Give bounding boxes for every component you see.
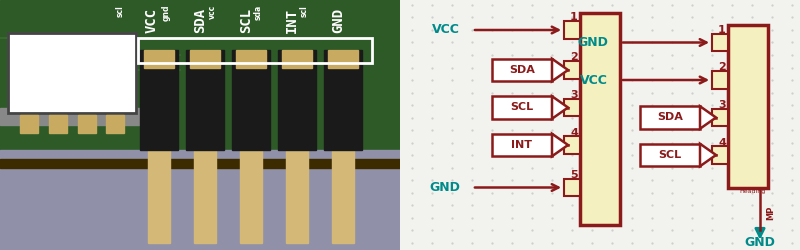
Bar xyxy=(640,144,700,166)
Text: MP: MP xyxy=(766,205,775,220)
Bar xyxy=(286,140,308,242)
Bar xyxy=(564,179,580,196)
Bar xyxy=(236,50,266,68)
Bar xyxy=(8,32,136,112)
Text: GND: GND xyxy=(577,36,608,49)
Bar xyxy=(712,71,728,89)
Bar xyxy=(186,50,224,150)
Bar xyxy=(564,136,580,154)
Text: SDA: SDA xyxy=(193,8,207,33)
Text: scl: scl xyxy=(299,5,309,17)
Bar xyxy=(0,159,400,168)
Text: Heading: Heading xyxy=(740,189,766,194)
Text: GND: GND xyxy=(429,181,460,194)
Bar xyxy=(492,59,552,81)
Bar xyxy=(332,140,354,242)
Bar xyxy=(194,140,216,242)
Text: 2: 2 xyxy=(570,52,578,62)
Text: SCL: SCL xyxy=(239,8,253,33)
Text: vcc: vcc xyxy=(207,5,217,19)
Text: VCC: VCC xyxy=(432,24,460,36)
Text: 3: 3 xyxy=(718,100,726,110)
Bar xyxy=(712,146,728,164)
Text: 3: 3 xyxy=(570,90,578,100)
Text: gnd: gnd xyxy=(162,5,170,21)
Bar xyxy=(78,115,96,132)
Bar xyxy=(282,50,312,68)
Text: scl: scl xyxy=(115,5,125,17)
Bar xyxy=(232,50,270,150)
Text: SCL: SCL xyxy=(658,150,682,160)
Bar xyxy=(728,25,768,188)
Text: GND: GND xyxy=(331,8,345,33)
Text: 1: 1 xyxy=(718,25,726,35)
Bar xyxy=(492,96,552,119)
Text: 4: 4 xyxy=(570,128,578,138)
Polygon shape xyxy=(552,96,568,119)
Bar xyxy=(492,134,552,156)
Text: SDA: SDA xyxy=(509,65,535,75)
Bar xyxy=(712,34,728,51)
Bar xyxy=(564,61,580,79)
Text: 4: 4 xyxy=(718,138,726,147)
Bar xyxy=(580,12,620,225)
Bar xyxy=(106,115,125,132)
Bar xyxy=(240,140,262,242)
Bar xyxy=(324,50,362,150)
Bar xyxy=(712,109,728,126)
Bar xyxy=(49,115,67,132)
Bar xyxy=(0,0,400,162)
Bar xyxy=(8,32,136,112)
Bar xyxy=(564,99,580,116)
Text: sda: sda xyxy=(254,5,262,20)
Bar xyxy=(148,140,170,242)
Polygon shape xyxy=(700,106,716,129)
Text: 5: 5 xyxy=(570,170,578,180)
Text: 1: 1 xyxy=(570,12,578,22)
Bar xyxy=(0,150,400,250)
Text: SCL: SCL xyxy=(510,102,534,113)
Polygon shape xyxy=(552,134,568,156)
Text: INT: INT xyxy=(511,140,533,150)
Text: VCC: VCC xyxy=(145,8,159,33)
Bar xyxy=(328,50,358,68)
Bar xyxy=(138,38,372,62)
Bar xyxy=(140,50,178,150)
Text: INT: INT xyxy=(285,8,299,33)
Bar xyxy=(20,115,38,132)
Text: 2: 2 xyxy=(718,62,726,72)
Bar xyxy=(0,108,144,125)
Bar xyxy=(564,21,580,39)
Bar xyxy=(278,50,316,150)
Text: VCC: VCC xyxy=(580,74,608,86)
Bar xyxy=(144,50,174,68)
Polygon shape xyxy=(552,59,568,81)
Bar xyxy=(190,50,220,68)
Bar xyxy=(640,106,700,129)
Polygon shape xyxy=(700,144,716,166)
Text: GND: GND xyxy=(745,236,775,249)
Text: SDA: SDA xyxy=(657,112,683,122)
